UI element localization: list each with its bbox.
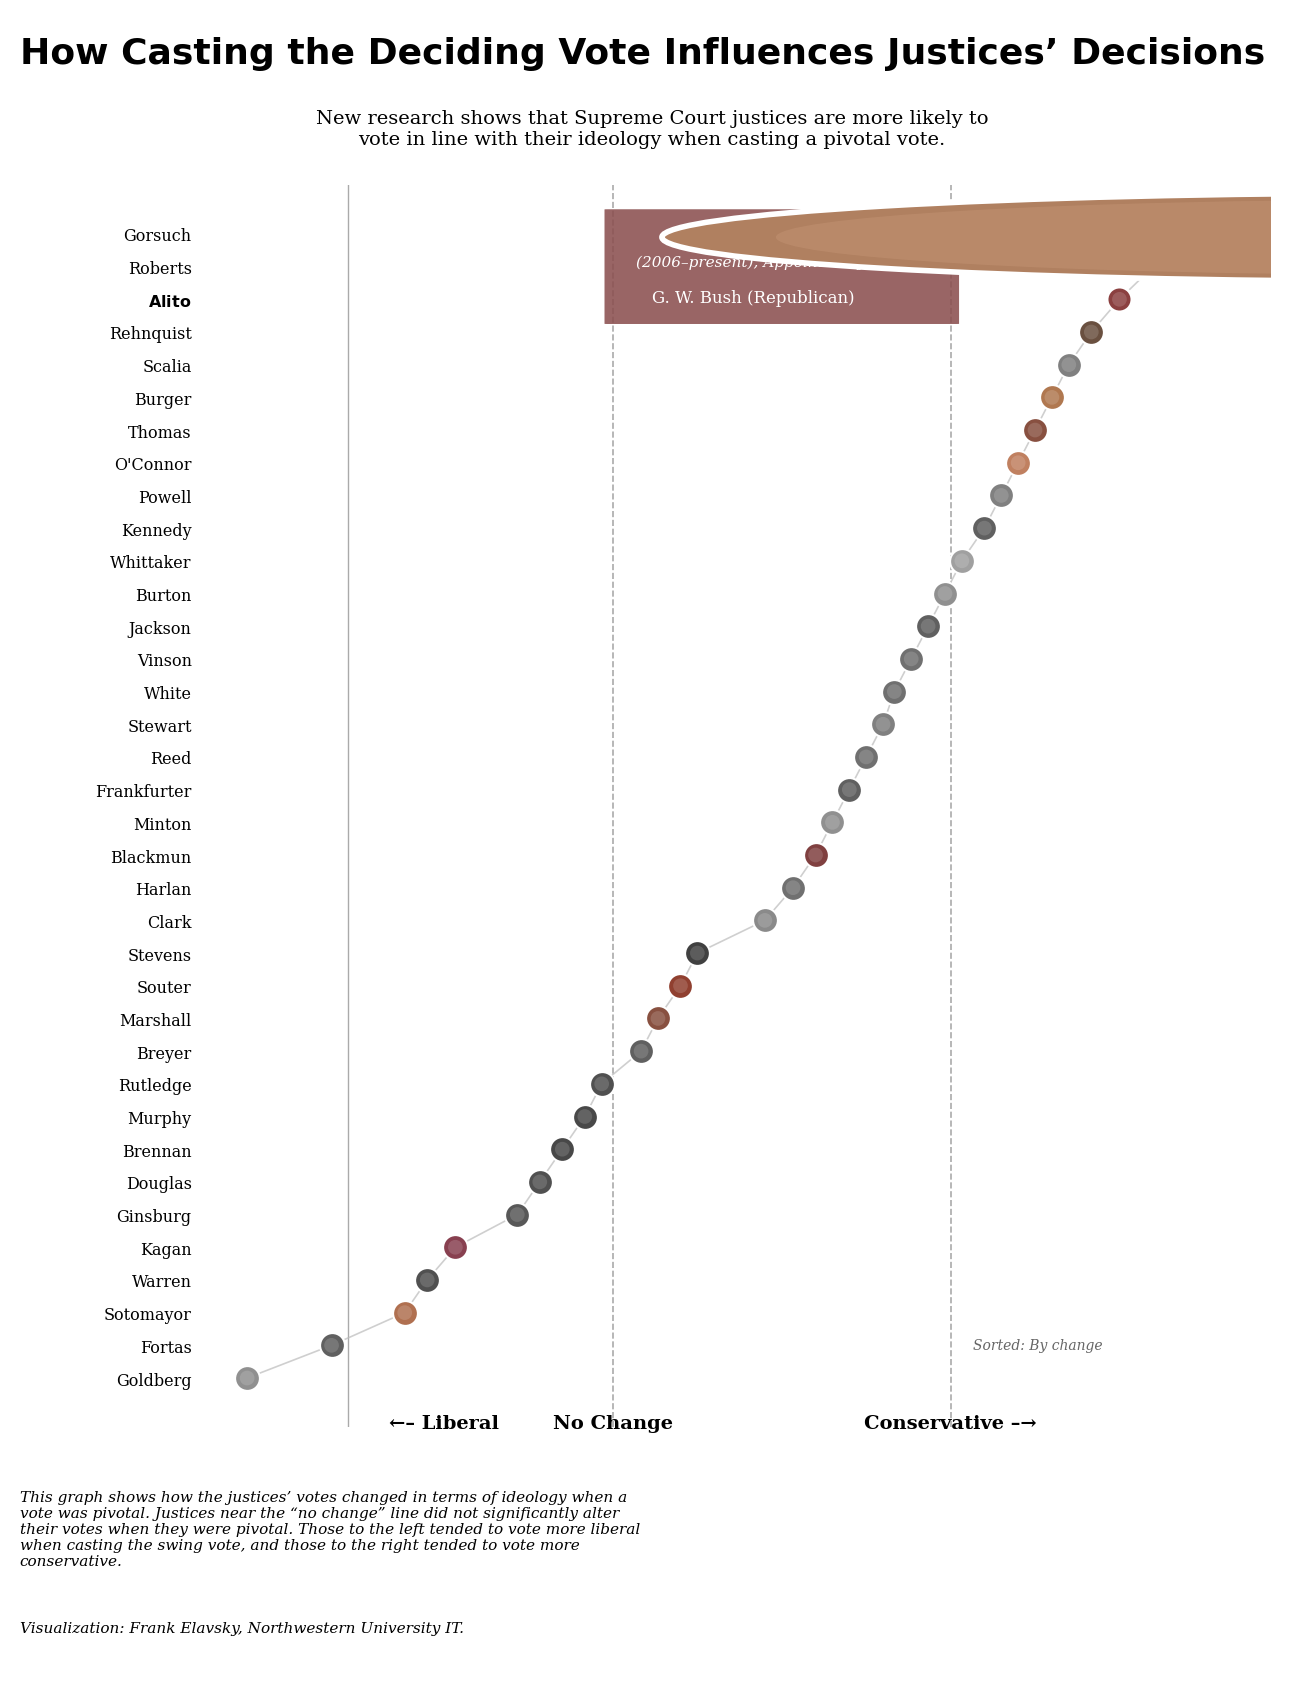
Point xyxy=(507,1201,528,1228)
Point xyxy=(445,1235,466,1262)
Point xyxy=(855,743,876,770)
Point xyxy=(822,809,842,836)
Point xyxy=(574,1103,595,1130)
Point xyxy=(552,1137,572,1164)
Point xyxy=(935,581,956,608)
Point xyxy=(755,907,776,934)
Point xyxy=(1042,385,1063,412)
Point xyxy=(782,875,803,902)
Point xyxy=(1059,351,1080,378)
Text: No Change: No Change xyxy=(553,1414,673,1432)
Point xyxy=(1142,253,1163,280)
Text: (2006–present), Appointed by:: (2006–present), Appointed by: xyxy=(636,255,871,270)
Point xyxy=(529,1169,550,1196)
Point xyxy=(838,777,859,804)
Text: Sorted: By change: Sorted: By change xyxy=(973,1339,1103,1353)
Point xyxy=(687,941,708,968)
Point xyxy=(394,1299,415,1326)
Point xyxy=(855,743,876,770)
Point xyxy=(648,1005,669,1032)
Point xyxy=(507,1201,528,1228)
Point xyxy=(872,711,893,738)
Point xyxy=(529,1169,550,1196)
Point xyxy=(574,1103,595,1130)
Circle shape xyxy=(776,201,1304,275)
Point xyxy=(1059,351,1080,378)
Point xyxy=(935,581,956,608)
Point xyxy=(974,515,995,542)
Point xyxy=(631,1039,652,1066)
Point xyxy=(1025,417,1046,444)
Point xyxy=(884,679,905,706)
Point xyxy=(1176,221,1197,248)
Point xyxy=(670,973,691,1000)
Point xyxy=(805,843,825,870)
Point xyxy=(1008,449,1029,476)
Point xyxy=(952,547,973,574)
Text: G. W. Bush (Republican): G. W. Bush (Republican) xyxy=(652,291,855,307)
Text: ←– Liberal: ←– Liberal xyxy=(389,1414,499,1432)
Point xyxy=(974,515,995,542)
Point xyxy=(394,1299,415,1326)
Text: Samuel Alito: Samuel Alito xyxy=(683,223,824,240)
Point xyxy=(591,1071,612,1098)
Point xyxy=(1025,417,1046,444)
Point xyxy=(901,645,922,672)
Point xyxy=(872,711,893,738)
Point xyxy=(991,483,1012,510)
Point xyxy=(237,1365,258,1392)
Point xyxy=(1008,449,1029,476)
Point xyxy=(687,941,708,968)
Point xyxy=(552,1137,572,1164)
Point xyxy=(918,613,939,640)
Point xyxy=(918,613,939,640)
Point xyxy=(952,547,973,574)
Point xyxy=(1081,319,1102,346)
Point xyxy=(805,843,825,870)
Point xyxy=(237,1365,258,1392)
FancyBboxPatch shape xyxy=(605,209,958,324)
Point xyxy=(1142,253,1163,280)
Point xyxy=(321,1333,342,1360)
Point xyxy=(1108,287,1129,314)
Point xyxy=(884,679,905,706)
Point xyxy=(670,973,691,1000)
Point xyxy=(1081,319,1102,346)
Point xyxy=(321,1333,342,1360)
Point xyxy=(991,483,1012,510)
Point xyxy=(445,1235,466,1262)
Text: New research shows that Supreme Court justices are more likely to
vote in line w: New research shows that Supreme Court ju… xyxy=(316,110,988,149)
Text: Conservative –→: Conservative –→ xyxy=(865,1414,1037,1432)
Point xyxy=(838,777,859,804)
Text: How Casting the Deciding Vote Influences Justices’ Decisions: How Casting the Deciding Vote Influences… xyxy=(20,37,1265,71)
Text: This graph shows how the justices’ votes changed in terms of ideology when a
vot: This graph shows how the justices’ votes… xyxy=(20,1490,640,1569)
Point xyxy=(417,1267,438,1294)
Text: Visualization: Frank Elavsky, Northwestern University IT.: Visualization: Frank Elavsky, Northweste… xyxy=(20,1621,463,1635)
Point xyxy=(1108,287,1129,314)
Point xyxy=(648,1005,669,1032)
Circle shape xyxy=(662,194,1304,282)
Point xyxy=(755,907,776,934)
Point xyxy=(822,809,842,836)
Point xyxy=(1176,221,1197,248)
Point xyxy=(1042,385,1063,412)
Point xyxy=(591,1071,612,1098)
Point xyxy=(782,875,803,902)
Point xyxy=(901,645,922,672)
Point xyxy=(417,1267,438,1294)
Point xyxy=(631,1039,652,1066)
